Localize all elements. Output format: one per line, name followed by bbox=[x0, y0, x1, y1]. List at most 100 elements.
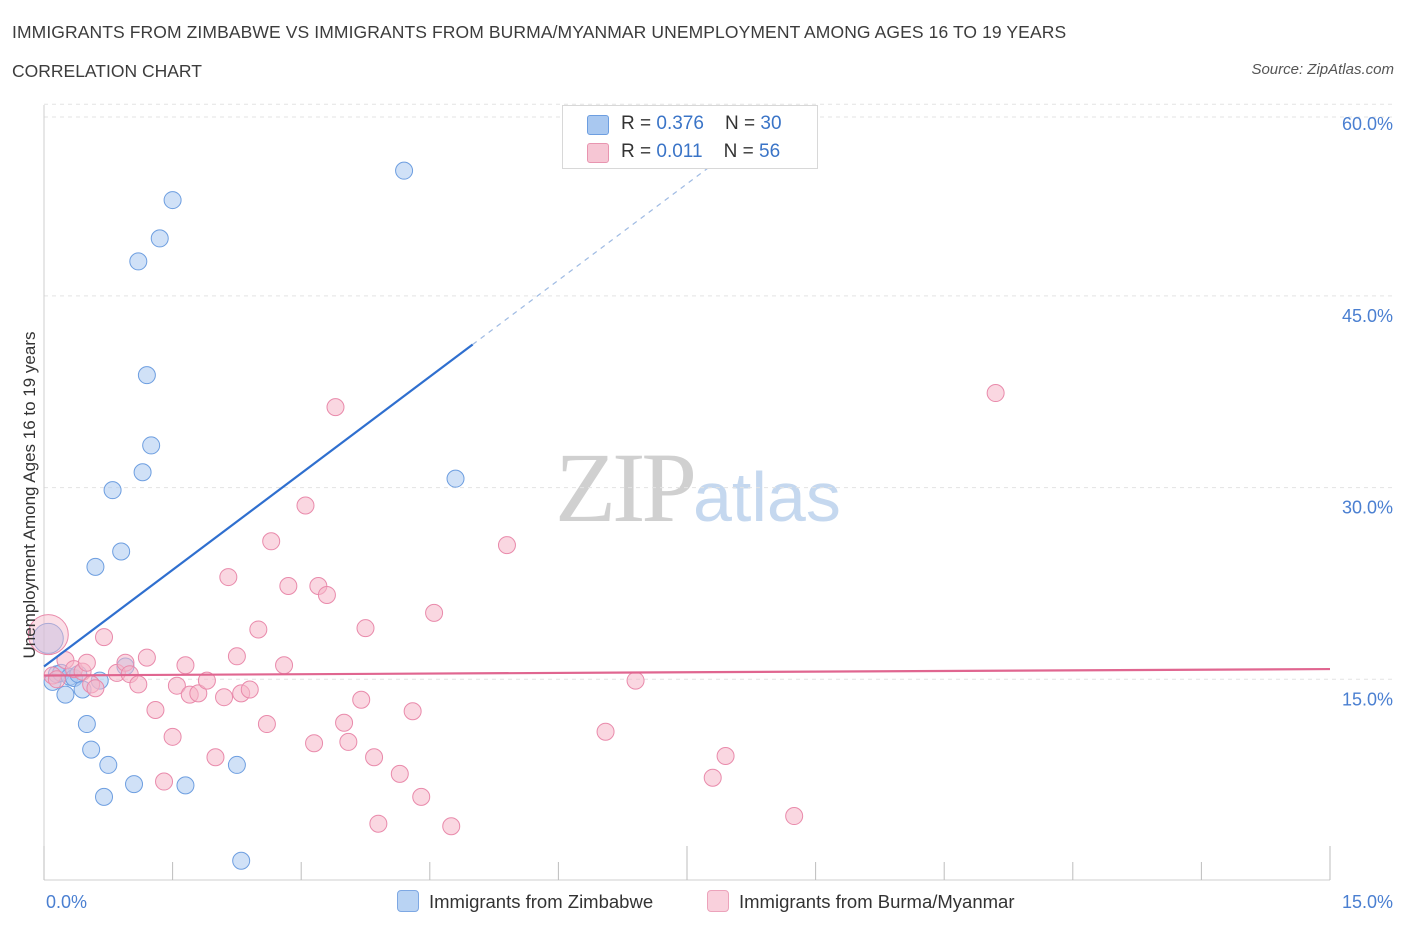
scatter-point-zimbabwe bbox=[86, 557, 105, 576]
scatter-point-burma bbox=[275, 656, 294, 675]
legend-n-value: 30 bbox=[760, 113, 782, 134]
scatter-point-zimbabwe bbox=[150, 229, 169, 248]
scatter-point-burma bbox=[206, 748, 225, 767]
legend-r-value: 0.376 bbox=[656, 113, 704, 134]
scatter-point-burma bbox=[596, 722, 615, 741]
legend-r-label: R = bbox=[621, 141, 657, 162]
scatter-point-burma bbox=[167, 676, 186, 695]
legend-n-value: 56 bbox=[759, 141, 781, 162]
scatter-point-zimbabwe bbox=[125, 775, 144, 794]
series-burma-points bbox=[27, 384, 1005, 836]
scatter-point-burma bbox=[197, 671, 216, 690]
watermark-atlas: atlas bbox=[693, 458, 841, 536]
bottom-legend-swatch-zimbabwe bbox=[397, 890, 419, 912]
scatter-point-zimbabwe bbox=[99, 755, 118, 774]
scatter-point-zimbabwe bbox=[137, 366, 156, 385]
scatter-point-zimbabwe bbox=[227, 755, 246, 774]
scatter-point-burma bbox=[626, 671, 645, 690]
scatter-point-burma bbox=[27, 614, 69, 656]
scatter-point-burma bbox=[176, 656, 195, 675]
y-tick-label: 45.0% bbox=[1342, 306, 1393, 326]
bottom-legend-label-burma: Immigrants from Burma/Myanmar bbox=[739, 891, 1015, 912]
scatter-point-burma bbox=[403, 702, 422, 721]
scatter-point-zimbabwe bbox=[395, 161, 414, 180]
scatter-point-burma bbox=[219, 568, 238, 587]
scatter-point-burma bbox=[227, 647, 246, 666]
watermark: ZIPatlas bbox=[555, 430, 841, 545]
scatter-point-zimbabwe bbox=[142, 436, 161, 455]
scatter-point-burma bbox=[257, 715, 276, 734]
scatter-point-zimbabwe bbox=[56, 685, 75, 704]
legend-r-value: 0.011 bbox=[656, 141, 703, 162]
trend-line-zimbabwe bbox=[43, 343, 474, 668]
scatter-point-burma bbox=[986, 384, 1005, 403]
scatter-point-burma bbox=[716, 746, 735, 765]
y-axis-label: Unemployment Among Ages 16 to 19 years bbox=[20, 332, 39, 659]
scatter-point-burma bbox=[326, 398, 345, 417]
legend-n-label: N = bbox=[723, 141, 760, 162]
scatter-point-zimbabwe bbox=[82, 740, 101, 759]
correlation-legend: R = 0.376 N = 30 R = 0.011 N = 56 bbox=[562, 105, 818, 169]
trend-lines bbox=[43, 119, 1331, 677]
axes bbox=[43, 105, 1331, 881]
scatter-point-zimbabwe bbox=[32, 622, 64, 654]
scatter-point-burma bbox=[163, 727, 182, 746]
source-text: Source: ZipAtlas.com bbox=[1251, 61, 1394, 78]
scatter-point-zimbabwe bbox=[129, 252, 148, 271]
scatter-point-burma bbox=[390, 764, 409, 783]
legend-swatch-burma bbox=[587, 143, 609, 163]
legend-swatch-zimbabwe bbox=[587, 115, 609, 135]
scatter-point-burma bbox=[249, 620, 268, 639]
series-zimbabwe-points bbox=[32, 161, 465, 870]
legend-n-label: N = bbox=[725, 113, 761, 134]
scatter-point-burma bbox=[129, 675, 148, 694]
x-tick-label: 0.0% bbox=[46, 892, 87, 912]
scatter-point-burma bbox=[240, 680, 259, 699]
y-tick-label: 60.0% bbox=[1342, 114, 1393, 134]
scatter-point-burma bbox=[296, 496, 315, 515]
scatter-point-burma bbox=[703, 768, 722, 787]
scatter-point-zimbabwe bbox=[176, 776, 195, 795]
scatter-point-zimbabwe bbox=[133, 463, 152, 482]
scatter-point-burma bbox=[412, 787, 431, 806]
scatter-point-zimbabwe bbox=[77, 715, 96, 734]
legend-r-label: R = bbox=[621, 113, 657, 134]
scatter-point-burma bbox=[215, 688, 234, 707]
scatter-point-burma bbox=[317, 585, 336, 604]
scatter-point-zimbabwe bbox=[446, 469, 465, 488]
scatter-point-burma bbox=[262, 532, 281, 551]
watermark-zip: ZIP bbox=[555, 432, 697, 543]
bottom-legend-label-zimbabwe: Immigrants from Zimbabwe bbox=[429, 891, 654, 912]
scatter-point-burma bbox=[335, 713, 354, 732]
scatter-point-zimbabwe bbox=[103, 481, 122, 500]
scatter-point-burma bbox=[146, 700, 165, 719]
scatter-point-burma bbox=[356, 619, 375, 638]
tick-labels: 15.0% 30.0% 45.0% 60.0% 0.0% 15.0% bbox=[46, 114, 1393, 912]
scatter-point-burma bbox=[95, 628, 114, 647]
scatter-point-burma bbox=[497, 536, 516, 555]
scatter-point-burma bbox=[77, 653, 96, 672]
scatter-point-burma bbox=[352, 690, 371, 709]
y-tick-label: 30.0% bbox=[1342, 498, 1393, 518]
scatter-point-burma bbox=[369, 814, 388, 833]
bottom-legend-zimbabwe: Immigrants from Zimbabwe bbox=[397, 890, 653, 913]
scatter-point-burma bbox=[339, 732, 358, 751]
grid-lines bbox=[44, 103, 1392, 680]
scatter-point-burma bbox=[442, 817, 461, 836]
x-tick-label: 15.0% bbox=[1342, 892, 1393, 912]
scatter-point-burma bbox=[86, 679, 105, 698]
legend-text-zimbabwe: R = 0.376 N = 30 bbox=[621, 113, 782, 135]
scatter-point-burma bbox=[155, 772, 174, 791]
scatter-point-burma bbox=[785, 807, 804, 826]
scatter-point-burma bbox=[189, 684, 208, 703]
bottom-legend-swatch-burma bbox=[707, 890, 729, 912]
chart-title: IMMIGRANTS FROM ZIMBABWE VS IMMIGRANTS F… bbox=[12, 22, 1067, 42]
scatter-point-burma bbox=[305, 734, 324, 753]
scatter-point-zimbabwe bbox=[163, 191, 182, 210]
chart-subtitle: CORRELATION CHART bbox=[12, 61, 202, 81]
scatter-point-burma bbox=[425, 603, 444, 622]
scatter-point-burma bbox=[365, 748, 384, 767]
scatter-point-burma bbox=[47, 670, 66, 689]
scatter-point-zimbabwe bbox=[112, 542, 131, 561]
scatter-point-burma bbox=[137, 648, 156, 667]
